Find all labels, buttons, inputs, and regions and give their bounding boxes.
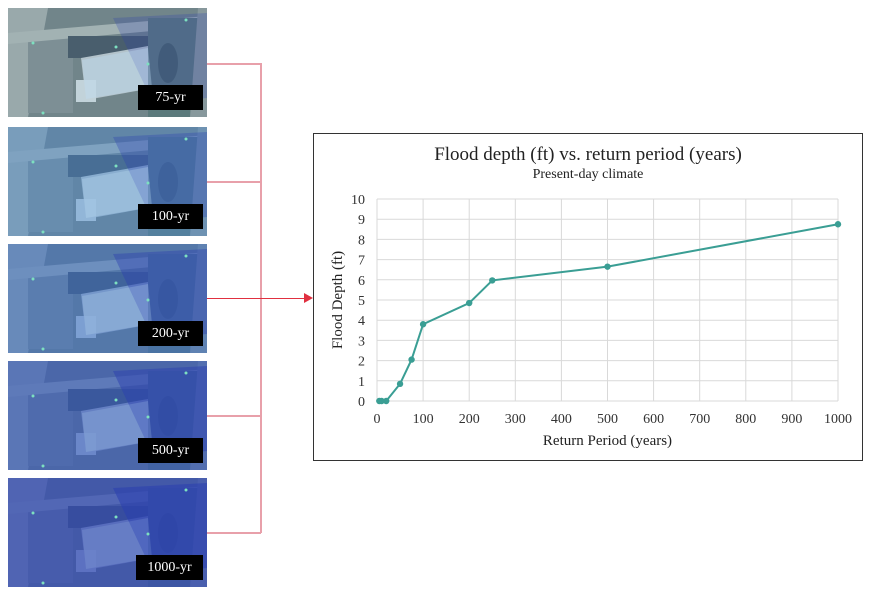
y-tick-label: 0	[358, 395, 365, 410]
chart-subtitle: Present-day climate	[532, 167, 644, 182]
y-tick-label: 6	[358, 274, 365, 289]
x-tick-label: 1000	[824, 412, 852, 427]
x-tick-label: 200	[459, 412, 480, 427]
chart-panel: Flood depth (ft) vs. return period (year…	[313, 133, 863, 461]
series-line	[379, 223, 839, 402]
aerial-map-image	[8, 478, 207, 587]
x-tick-label: 700	[689, 412, 710, 427]
connector-500yr	[207, 415, 261, 417]
return-period-label: 500-yr	[138, 438, 203, 463]
arrow-head-icon	[304, 293, 313, 303]
data-point	[419, 321, 427, 328]
return-period-label: 1000-yr	[136, 555, 203, 580]
x-tick-label: 300	[505, 412, 526, 427]
connector-1000yr	[207, 532, 261, 534]
chart-title: Flood depth (ft) vs. return period (year…	[434, 144, 742, 165]
return-period-label: 75-yr	[138, 85, 203, 110]
y-tick-label: 1	[358, 375, 365, 390]
y-axis-title: Flood Depth (ft)	[330, 251, 346, 349]
y-tick-label: 8	[358, 233, 365, 248]
map-tile-75-yr: 75-yr	[8, 8, 207, 117]
data-point	[834, 221, 842, 228]
y-tick-label: 5	[358, 294, 365, 309]
y-tick-label: 10	[351, 193, 365, 208]
data-point	[489, 277, 496, 284]
aerial-map-image	[8, 244, 207, 353]
x-tick-label: 900	[781, 412, 802, 427]
y-tick-label: 3	[358, 334, 365, 349]
connector-200yr-arrow	[207, 297, 305, 299]
x-tick-label: 600	[643, 412, 664, 427]
x-tick-label: 800	[735, 412, 756, 427]
connector-100yr	[207, 181, 261, 183]
aerial-map-image	[8, 8, 207, 117]
return-period-label: 100-yr	[138, 204, 203, 229]
data-point	[466, 299, 473, 307]
y-tick-label: 7	[358, 254, 365, 269]
map-tile-500-yr: 500-yr	[8, 361, 207, 470]
x-tick-label: 400	[551, 412, 572, 427]
y-tick-label: 4	[358, 314, 365, 329]
map-tile-1000-yr: 1000-yr	[8, 478, 207, 587]
data-point	[396, 380, 404, 388]
x-tick-label: 500	[597, 412, 618, 427]
data-point	[383, 397, 390, 405]
data-point	[378, 397, 385, 405]
x-axis-title: Return Period (years)	[543, 433, 672, 449]
x-tick-label: 100	[413, 412, 434, 427]
y-tick-label: 2	[358, 355, 365, 370]
connector-75yr	[207, 63, 261, 65]
map-tile-200-yr: 200-yr	[8, 244, 207, 353]
data-point	[408, 356, 415, 363]
data-point	[604, 263, 611, 270]
map-tile-100-yr: 100-yr	[8, 127, 207, 236]
return-period-label: 200-yr	[138, 321, 203, 346]
y-tick-label: 9	[358, 213, 365, 228]
x-tick-label: 0	[374, 412, 381, 427]
